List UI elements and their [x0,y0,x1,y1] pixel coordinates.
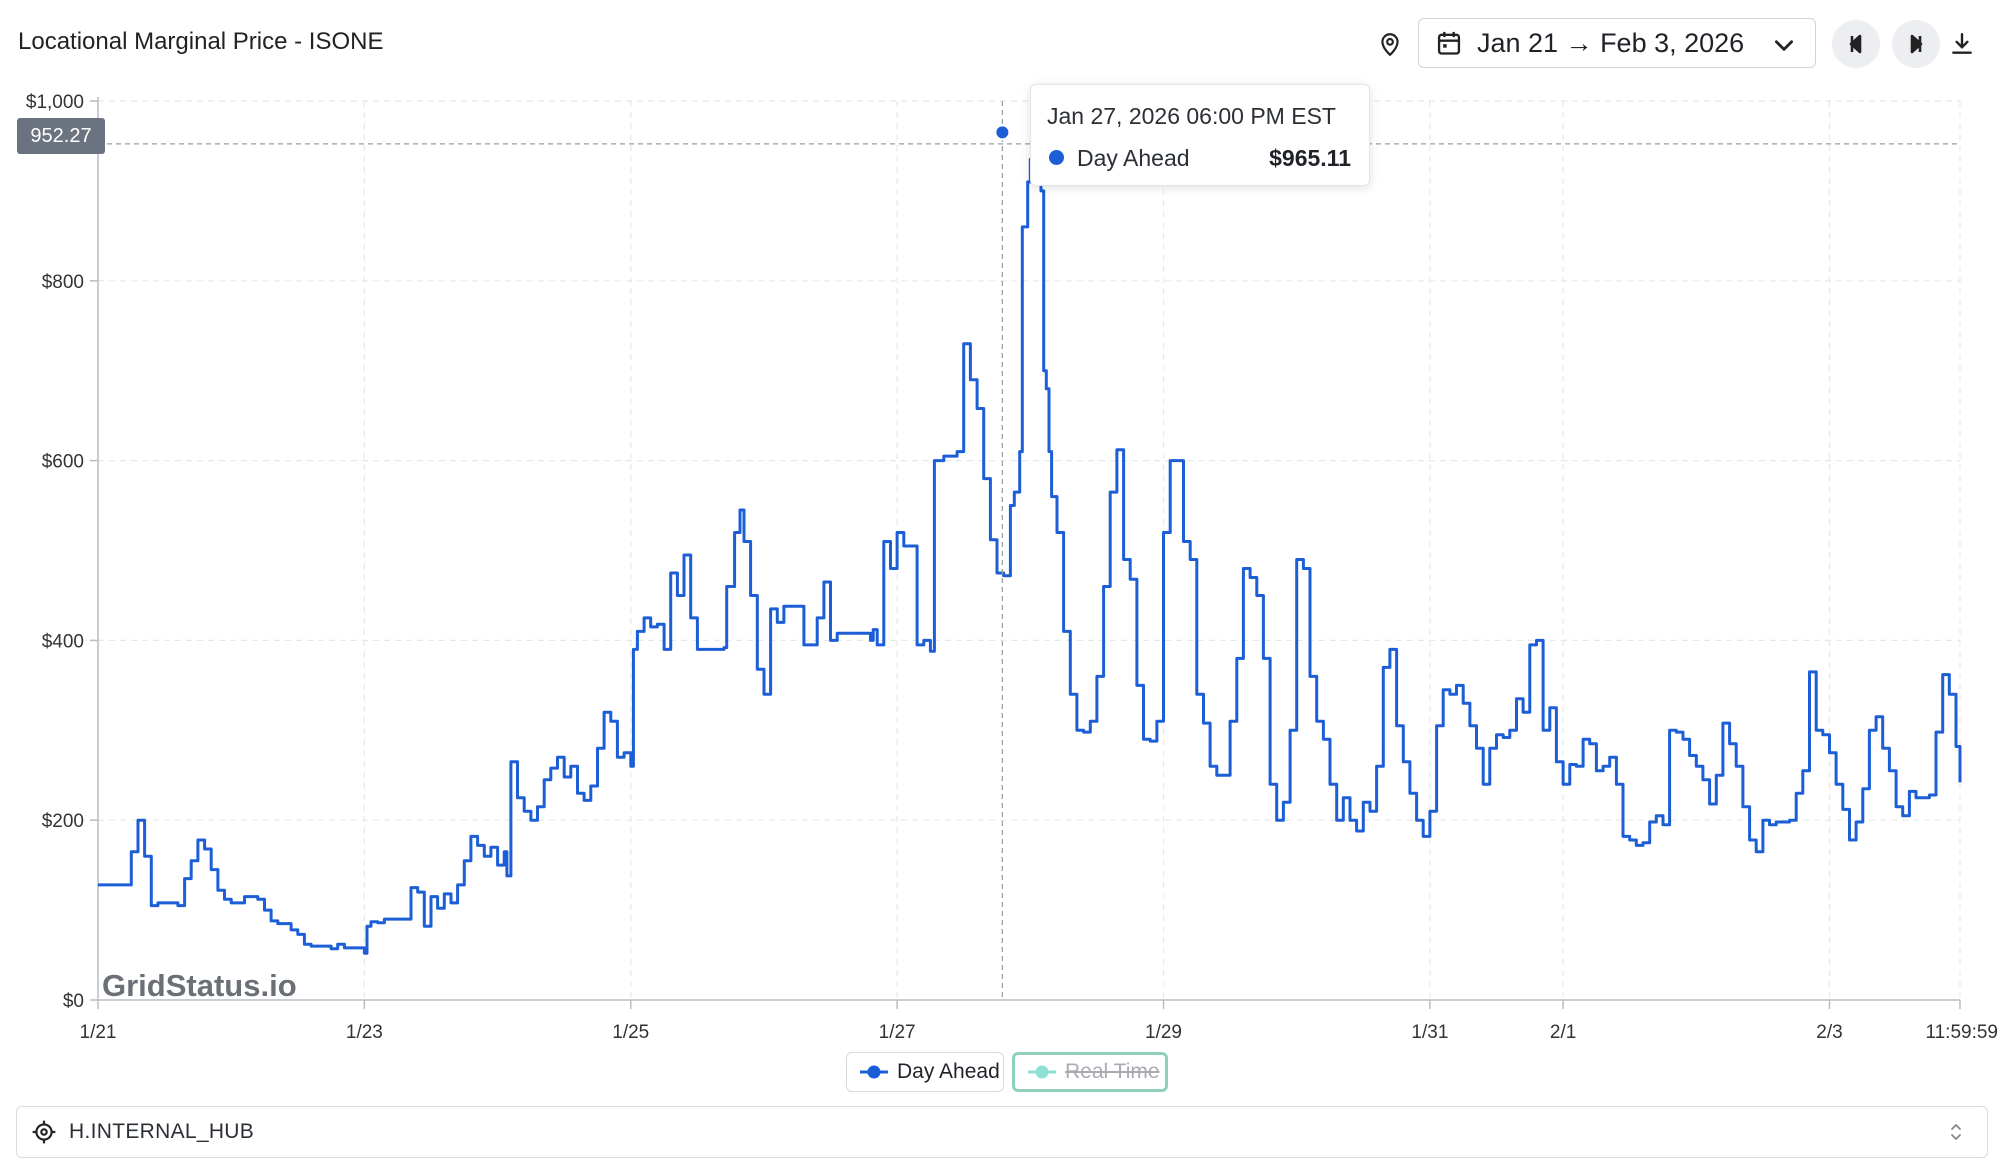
legend-item-day-ahead[interactable]: Day Ahead [846,1052,1004,1092]
crosshair-y-label: 952.27 [17,118,105,154]
highlight-point [994,124,1011,141]
x-tick-label: 1/23 [346,1022,383,1040]
crosshair-target-icon [31,1119,57,1145]
crosshair [98,101,1960,1000]
y-tick-label: $400 [42,631,84,652]
series-line-day-ahead [98,131,1962,955]
y-tick-label: $800 [42,272,84,293]
axes: $0 $200 $400 $600 $800 $1,000 1/21 1/23 1/25 1/27… [26,92,1998,1040]
y-tick-label: $0 [63,991,84,1012]
updown-chevron-icon [1947,1120,1965,1144]
y-tick-label: $600 [42,452,84,473]
location-button[interactable] [1372,26,1408,62]
page-title: Locational Marginal Price - ISONE [18,28,384,55]
x-tick-label: 1/25 [612,1022,649,1040]
node-select[interactable]: H.INTERNAL_HUB [16,1106,1988,1158]
tooltip-time: Jan 27, 2026 06:00 PM EST [1047,103,1336,129]
series [98,131,1962,955]
x-tick-label: 11:59:59 [1925,1022,1998,1040]
previous-range-button[interactable] [1832,20,1880,68]
watermark: GridStatus.io [102,968,297,1003]
tooltip: Jan 27, 2026 06:00 PM EST Day Ahead $965… [1030,84,1370,186]
x-tick-label: 1/31 [1411,1022,1448,1040]
node-select-value: H.INTERNAL_HUB [69,1120,255,1143]
x-tick-label: 1/21 [80,1022,117,1040]
x-tick-label: 2/3 [1816,1022,1842,1040]
tooltip-value: $965.11 [1269,145,1351,171]
y-tick-label: $1,000 [26,92,84,113]
x-tick-label: 1/27 [879,1022,916,1040]
date-range-label: Jan 21 → Feb 3, 2026 [1477,27,1745,58]
legend-item-real-time[interactable]: Real Time [1012,1052,1168,1092]
lmp-chart[interactable]: $0 $200 $400 $600 $800 $1,000 1/21 1/23 1/25 1/27… [0,80,2000,1040]
download-button[interactable] [1944,26,1980,62]
triangle-right-icon [1910,34,1923,54]
next-range-button[interactable] [1892,20,1940,68]
map-pin-icon [1381,33,1399,57]
chevron-down-icon [1771,32,1797,58]
grid [97,100,1961,1000]
triangle-left-icon [1849,34,1862,54]
calendar-icon [1435,29,1463,57]
download-icon [1952,33,1972,54]
x-tick-label: 1/29 [1145,1022,1182,1040]
tooltip-series-dot [1049,150,1064,165]
header: Locational Marginal Price - ISONE Jan 21… [0,0,2000,92]
legend-swatch-real-time [1027,1064,1057,1080]
legend-label-real-time: Real Time [1065,1060,1160,1083]
y-tick-label: $200 [42,811,84,832]
x-tick-label: 2/1 [1550,1022,1576,1040]
tooltip-series-name: Day Ahead [1077,145,1190,171]
legend-label-day-ahead: Day Ahead [897,1060,1000,1083]
date-range-picker[interactable]: Jan 21 → Feb 3, 2026 [1418,18,1816,68]
legend-swatch-day-ahead [859,1064,889,1080]
